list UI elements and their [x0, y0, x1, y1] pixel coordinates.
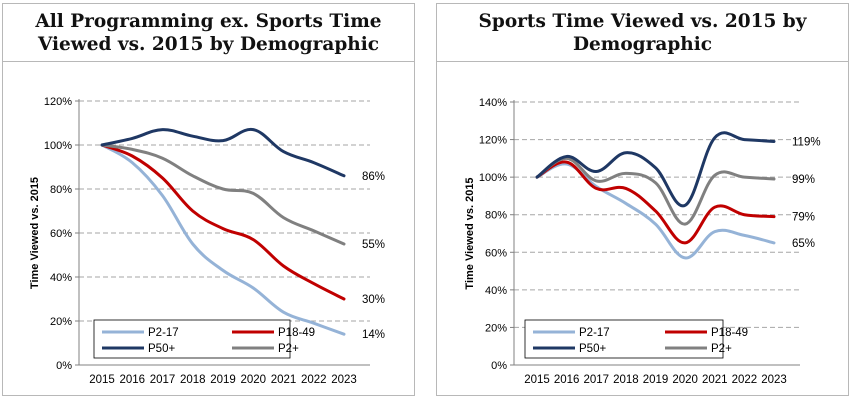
- y-axis-title: Time Viewed vs. 2015: [464, 177, 476, 289]
- y-tick-label: 0%: [491, 360, 507, 372]
- y-tick-label: 100%: [479, 172, 507, 184]
- series-line-p18-49: [535, 160, 776, 245]
- data-label: 30%: [362, 294, 385, 306]
- chart-title: All Programming ex. Sports Time Viewed v…: [3, 4, 414, 62]
- chart-panel-left: All Programming ex. Sports Time Viewed v…: [2, 3, 415, 396]
- x-tick-label: 2018: [180, 374, 206, 386]
- legend-label: P2+: [278, 343, 299, 355]
- data-label: 99%: [792, 174, 815, 186]
- x-tick-label: 2018: [613, 374, 639, 386]
- data-label: 79%: [792, 212, 815, 224]
- chart-panel-right: Sports Time Viewed vs. 2015 by Demograph…: [436, 3, 849, 396]
- data-label: 14%: [362, 329, 385, 341]
- legend-label: P50+: [148, 343, 175, 355]
- x-tick-label: 2020: [240, 374, 266, 386]
- legend-label: P50+: [579, 343, 606, 355]
- x-tick-label: 2019: [643, 374, 669, 386]
- x-tick-label: 2021: [271, 374, 297, 386]
- x-tick-label: 2017: [583, 374, 609, 386]
- series-line-p18-49: [100, 143, 346, 301]
- y-tick-label: 120%: [479, 135, 507, 147]
- y-tick-label: 20%: [485, 322, 507, 334]
- series-line-p50plus: [100, 127, 346, 178]
- x-tick-label: 2016: [119, 374, 145, 386]
- x-tick-label: 2022: [732, 374, 758, 386]
- x-tick-label: 2015: [524, 374, 550, 386]
- series-line-p2plus: [100, 143, 346, 246]
- y-tick-label: 100%: [44, 140, 72, 152]
- series-line-p2-17: [100, 143, 346, 336]
- y-tick-label: 140%: [479, 97, 507, 109]
- x-tick-label: 2015: [89, 374, 115, 386]
- data-label: 86%: [362, 171, 385, 183]
- x-tick-label: 2019: [210, 374, 236, 386]
- y-tick-label: 40%: [485, 285, 507, 297]
- line-chart-sports: 0% 20% 40% 60% 80% 100% 120% 140% 2015 2016 2017 20…: [464, 97, 821, 386]
- chart-title: Sports Time Viewed vs. 2015 by Demograph…: [437, 4, 848, 62]
- y-tick-label: 60%: [485, 247, 507, 259]
- legend-box: [93, 319, 291, 359]
- y-tick-label: 0%: [56, 360, 72, 372]
- series-line-p2plus: [535, 156, 776, 226]
- x-tick-label: 2017: [150, 374, 176, 386]
- legend-label: P2-17: [579, 327, 610, 339]
- y-tick-label: 80%: [50, 184, 72, 196]
- y-tick-label: 60%: [50, 228, 72, 240]
- x-tick-label: 2016: [554, 374, 580, 386]
- x-tick-label: 2023: [331, 374, 357, 386]
- data-label: 55%: [362, 239, 385, 251]
- legend-label: P2-17: [148, 327, 179, 339]
- line-chart-all-programming: 0% 20% 40% 60% 80% 100% 120% 2015 2016 2017 2018 20…: [29, 96, 385, 386]
- legend-label: P2+: [711, 343, 732, 355]
- data-label: 65%: [792, 238, 815, 250]
- y-axis-title: Time Viewed vs. 2015: [29, 177, 41, 289]
- y-tick-label: 80%: [485, 210, 507, 222]
- legend-box: [524, 319, 724, 359]
- y-tick-label: 40%: [50, 272, 72, 284]
- legend-label: P18-49: [278, 327, 315, 339]
- x-tick-label: 2020: [672, 374, 698, 386]
- x-tick-label: 2021: [702, 374, 728, 386]
- y-tick-label: 20%: [50, 316, 72, 328]
- x-tick-label: 2022: [301, 374, 327, 386]
- data-label: 119%: [792, 136, 821, 148]
- y-tick-label: 120%: [44, 96, 72, 108]
- x-tick-label: 2023: [761, 374, 787, 386]
- legend-label: P18-49: [711, 327, 748, 339]
- series-line-p50plus: [535, 131, 776, 208]
